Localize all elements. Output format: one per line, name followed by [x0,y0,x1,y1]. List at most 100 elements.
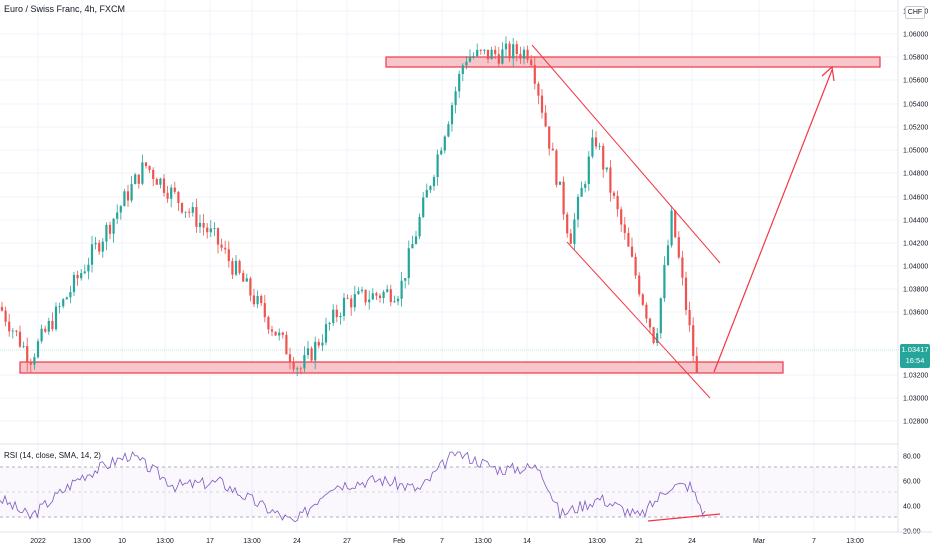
time-tick-label: 24 [688,538,696,545]
candle [80,269,83,281]
candle [90,235,94,273]
candle [206,223,209,239]
candle [65,296,68,300]
resistance-zone[interactable] [385,56,881,68]
candle [652,326,655,345]
candle [411,235,414,249]
candle [497,47,500,68]
time-tick-label: 13:00 [474,538,492,545]
price-tick-label: 1.04000 [903,264,928,271]
candle [519,46,522,64]
candle [612,190,616,200]
candle [386,284,389,293]
candle [580,181,583,197]
candle [105,222,108,251]
candle [515,40,518,62]
channel-lower-line[interactable] [566,241,711,399]
time-tick-label: 13:00 [73,538,91,545]
candle [292,356,295,372]
channel-upper-line[interactable] [531,44,721,264]
rsi-tick-label: 40.00 [903,504,921,511]
candle [432,174,436,191]
candle [350,295,353,316]
time-axis[interactable]: 2022 13:00 10 13:00 17 13:00 24 27 Feb 7 13:00 14 13… [30,538,864,545]
candle [332,304,335,326]
price-tick-label: 1.03000 [903,396,928,403]
rsi-indicator-label[interactable]: RSI (14, close, SMA, 14, 2) [4,451,101,460]
candle [569,228,572,245]
candle [476,43,479,58]
time-tick-label: 13:00 [156,538,174,545]
candle [616,190,619,217]
candle [641,292,644,307]
candle [137,174,140,189]
candle [29,358,32,374]
candle [472,52,475,60]
candle [195,198,198,233]
candle [605,167,608,173]
candle [36,338,40,359]
rsi-tick-label: 80.00 [903,454,921,461]
price-tick-label: 1.03800 [903,287,928,294]
candle [152,167,155,187]
candle [58,302,61,314]
price-tick-label: 1.05000 [903,148,928,155]
rsi-divergence-line[interactable] [647,513,721,522]
candle [558,181,562,186]
candle [404,278,407,289]
candle [522,46,526,65]
time-tick-label: Feb [393,538,405,545]
candle [681,250,684,286]
candle [69,285,72,304]
candle [263,294,266,323]
candle [126,184,130,207]
rsi-tick-label: 60.00 [903,479,921,486]
candle [141,154,144,186]
support-zone[interactable] [19,361,784,374]
time-tick-label: 13:00 [243,538,261,545]
candle [540,89,544,119]
candle [508,40,511,62]
price-tick-label: 1.06000 [903,32,928,39]
time-tick-label: Mar [753,538,766,545]
candle [274,331,277,337]
time-tick-label: 27 [343,538,351,545]
candle [260,294,263,307]
candle [551,142,554,151]
candle [54,302,58,332]
candle [324,317,328,346]
candle [15,329,18,337]
candle [414,230,418,245]
candle [465,56,468,70]
candle [170,184,173,208]
candle [148,165,151,174]
price-tick-label: 1.04200 [903,241,928,248]
currency-badge[interactable]: CHF [905,6,925,19]
candle [238,259,241,275]
candle [177,191,180,211]
candle [634,252,637,279]
candle [360,286,364,294]
price-tick-label: 1.04600 [903,195,928,202]
candle [486,49,490,64]
candle [422,192,425,219]
candle [62,297,65,309]
candle [530,54,533,68]
time-tick-label: 13:00 [846,538,864,545]
candle [418,213,421,240]
candle [587,151,590,192]
candle [123,188,126,207]
candle [620,206,623,232]
candle [645,302,648,324]
candle [382,289,385,304]
grid [0,0,898,532]
candle [479,49,482,55]
projection-arrow[interactable] [713,69,833,373]
projection-arrowhead [821,65,835,82]
candle [447,121,450,138]
rsi-band [0,467,898,517]
candle [299,366,302,375]
